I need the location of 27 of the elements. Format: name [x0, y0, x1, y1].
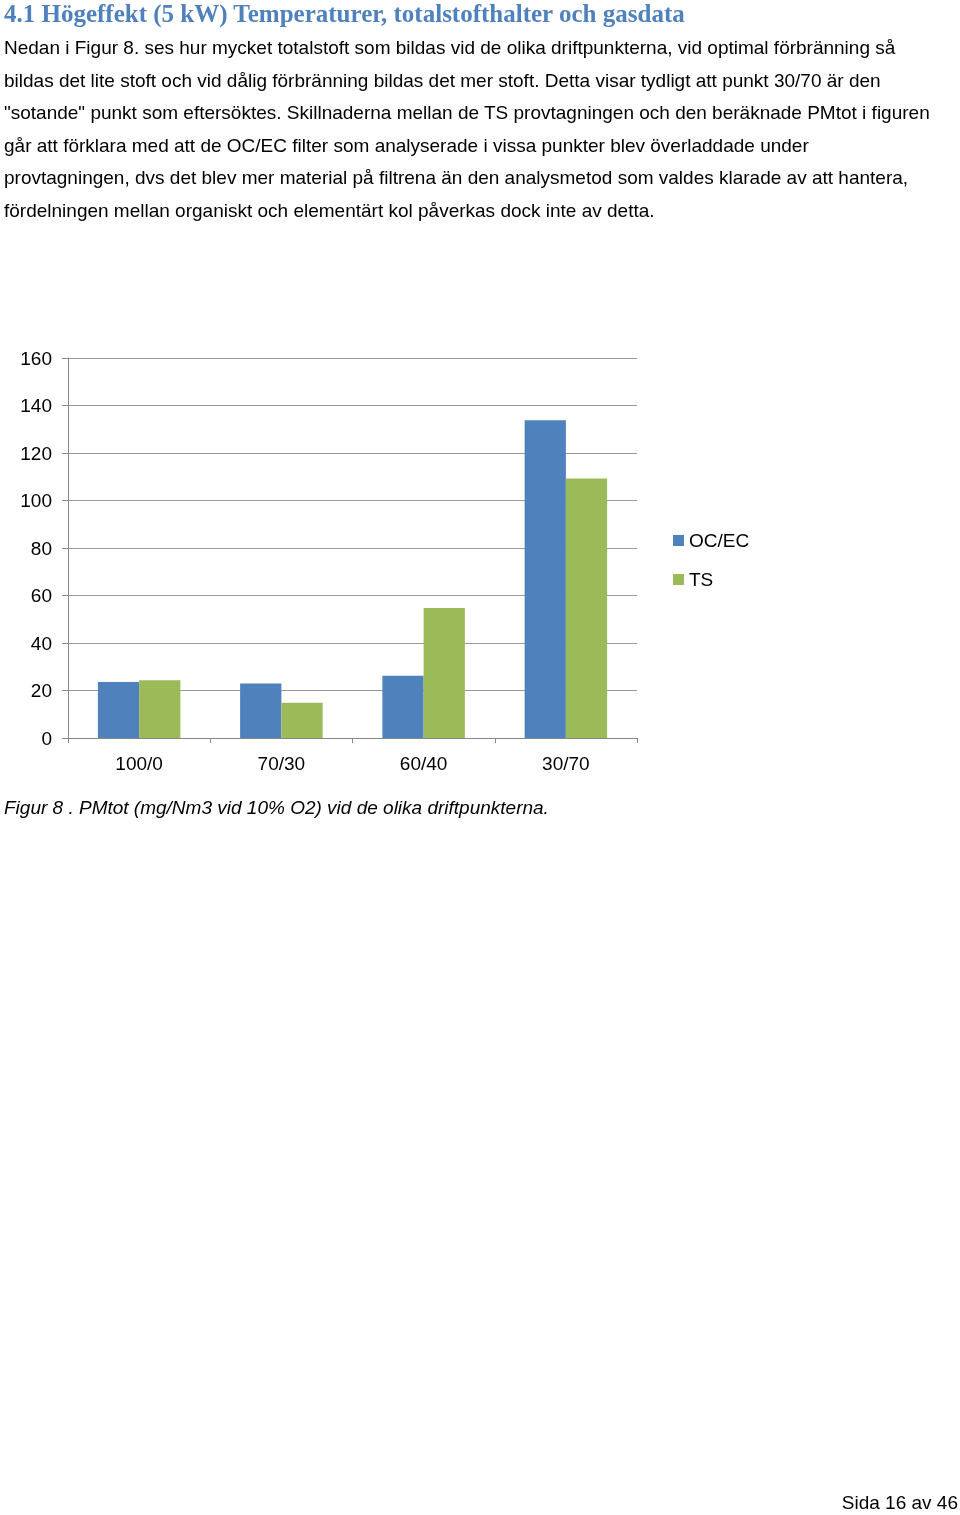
y-tick-label: 80 — [30, 537, 52, 559]
x-tick-label: 30/70 — [542, 753, 590, 774]
bar — [281, 702, 323, 738]
bar — [240, 683, 282, 738]
bar — [423, 608, 465, 738]
bar — [139, 680, 181, 738]
y-tick-label: 0 — [41, 727, 52, 749]
chart-title: 4.1 Högeffekt (5 kW) Temperaturer, totalstofthalter och gasdata — [4, 0, 685, 28]
y-tick-label: 20 — [30, 680, 52, 701]
legend-label: TS — [689, 569, 714, 590]
bar — [97, 681, 140, 738]
y-tick-label: 140 — [20, 395, 52, 416]
x-tick-label: 70/30 — [257, 753, 306, 774]
text: Sida 16 av 46 — [841, 1492, 958, 1514]
legend-label: OC/EC — [689, 530, 750, 551]
chart-subtitle: Nedan i Figur 8. ses hur mycket totalstoft som bildas vid de olika driftpunkterna, vid optimal förbränning så bildas det lite stoft och vid dålig förbränning bildas det mer stoft. Detta visar tydligt att punkt 30/70 är den "sotande" punkt som eftersöktes. Skillnaderna mellan de TS provtagningen och den beräknade PMtot i figuren går att förklara med att de OC/EC filter som analyserade i vissa punkter blev överladdade under provtagningen, dvs det blev mer material på filtrena än den analysmetod som valdes klarade av att hantera, fördelningen mellan organiskt och elementärt kol påverkas dock inte av detta. — [4, 36, 931, 223]
y-tick-label: 120 — [20, 442, 52, 464]
y-tick-label: 40 — [30, 632, 52, 654]
text: Figur 8 . PMtot (mg/Nm3 vid 10% O2) vid de olika driftpunkterna. — [4, 797, 549, 819]
y-tick-label: 160 — [20, 347, 52, 369]
x-tick-label: 60/40 — [399, 753, 448, 774]
bar — [382, 675, 424, 738]
bar — [524, 420, 566, 738]
x-tick-label: 100/0 — [115, 753, 163, 774]
bar — [565, 478, 608, 738]
y-tick-label: 60 — [30, 585, 52, 606]
y-tick-label: 100 — [20, 490, 52, 511]
